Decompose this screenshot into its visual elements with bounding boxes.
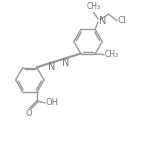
Text: CH₃: CH₃ bbox=[105, 50, 119, 59]
Text: N: N bbox=[62, 58, 69, 68]
Text: O: O bbox=[26, 109, 32, 118]
Text: OH: OH bbox=[45, 98, 58, 107]
Text: Cl: Cl bbox=[118, 16, 127, 25]
Text: N: N bbox=[48, 62, 55, 72]
Text: CH₃: CH₃ bbox=[87, 2, 101, 11]
Text: N: N bbox=[99, 16, 106, 25]
